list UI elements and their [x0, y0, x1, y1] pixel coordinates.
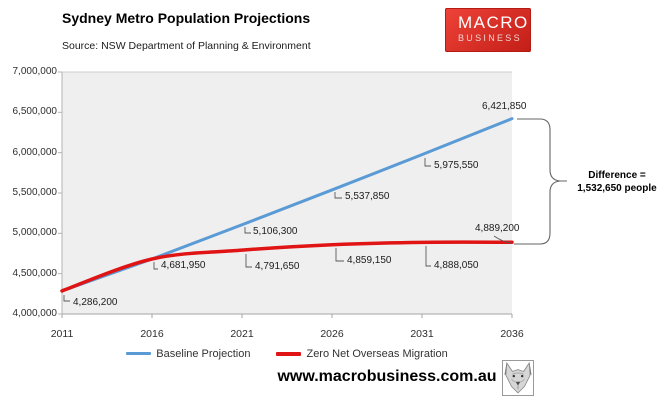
data-label-leader — [424, 158, 431, 167]
data-label-leader — [63, 295, 70, 302]
y-tick-label: 5,000,000 — [12, 227, 58, 239]
y-tick-label: 4,000,000 — [12, 308, 58, 319]
x-tick-label: 2031 — [410, 328, 434, 340]
difference-brace-bottom — [514, 180, 561, 245]
data-label-leader — [493, 235, 512, 244]
data-label: 4,888,050 — [434, 260, 479, 271]
x-tick-label: 2016 — [140, 328, 164, 340]
data-label: 4,791,650 — [255, 261, 300, 272]
data-label: 4,681,950 — [161, 260, 206, 271]
legend-label-zero-nom: Zero Net Overseas Migration — [306, 347, 448, 360]
zero-nom-line-swatch — [276, 351, 302, 356]
data-label-leader — [334, 192, 342, 199]
x-tick-label: 2036 — [500, 328, 524, 340]
x-tick-label: 2021 — [230, 328, 254, 340]
chart-title: Sydney Metro Population Projections — [62, 10, 311, 26]
legend: Baseline Projection Zero Net Overseas Mi… — [62, 346, 512, 361]
y-tick-label: 7,000,000 — [12, 66, 58, 77]
chart-plot-area — [62, 72, 512, 314]
y-tick-label: 6,000,000 — [12, 146, 58, 158]
data-label: 5,975,550 — [434, 160, 479, 171]
legend-item-baseline: Baseline Projection — [126, 348, 250, 360]
difference-line1: Difference = — [588, 170, 646, 181]
chart-source-subtitle: Source: NSW Department of Planning & Env… — [62, 40, 311, 52]
difference-line2: 1,532,650 people — [577, 183, 657, 194]
logo-text-business: BUSINESS — [458, 33, 522, 43]
legend-label-baseline: Baseline Projection — [156, 347, 251, 360]
data-label-leader — [153, 262, 158, 270]
difference-brace-top — [517, 118, 567, 182]
data-label-leader — [335, 248, 344, 262]
data-label: 4,286,200 — [73, 297, 118, 308]
x-tick-label: 2026 — [320, 328, 344, 340]
data-label: 5,106,300 — [253, 226, 298, 237]
wolf-logo-frame — [502, 360, 534, 396]
wolf-icon — [504, 362, 532, 394]
data-label: 4,859,150 — [347, 255, 392, 266]
y-tick-label: 5,500,000 — [12, 187, 58, 198]
data-label-leader — [244, 227, 251, 234]
data-label: 6,421,850 — [482, 101, 527, 112]
legend-item-zero-nom: Zero Net Overseas Migration — [276, 347, 448, 360]
data-label: 4,889,200 — [475, 223, 520, 234]
x-tick-label: 2011 — [50, 328, 74, 340]
difference-annotation: Difference = 1,532,650 people — [574, 169, 660, 195]
zero-net-migration-line — [60, 240, 514, 293]
website-url: www.macrobusiness.com.au — [277, 368, 497, 385]
logo-text-macro: MACRO — [458, 13, 529, 32]
baseline-line-swatch — [126, 352, 152, 355]
data-label: 5,537,850 — [345, 191, 390, 202]
data-label-leader — [425, 246, 431, 267]
data-label-leader — [245, 254, 252, 268]
y-tick-label: 6,500,000 — [12, 106, 58, 118]
macrobusiness-logo: MACRO BUSINESS — [445, 8, 531, 52]
y-tick-label: 4,500,000 — [12, 267, 58, 279]
